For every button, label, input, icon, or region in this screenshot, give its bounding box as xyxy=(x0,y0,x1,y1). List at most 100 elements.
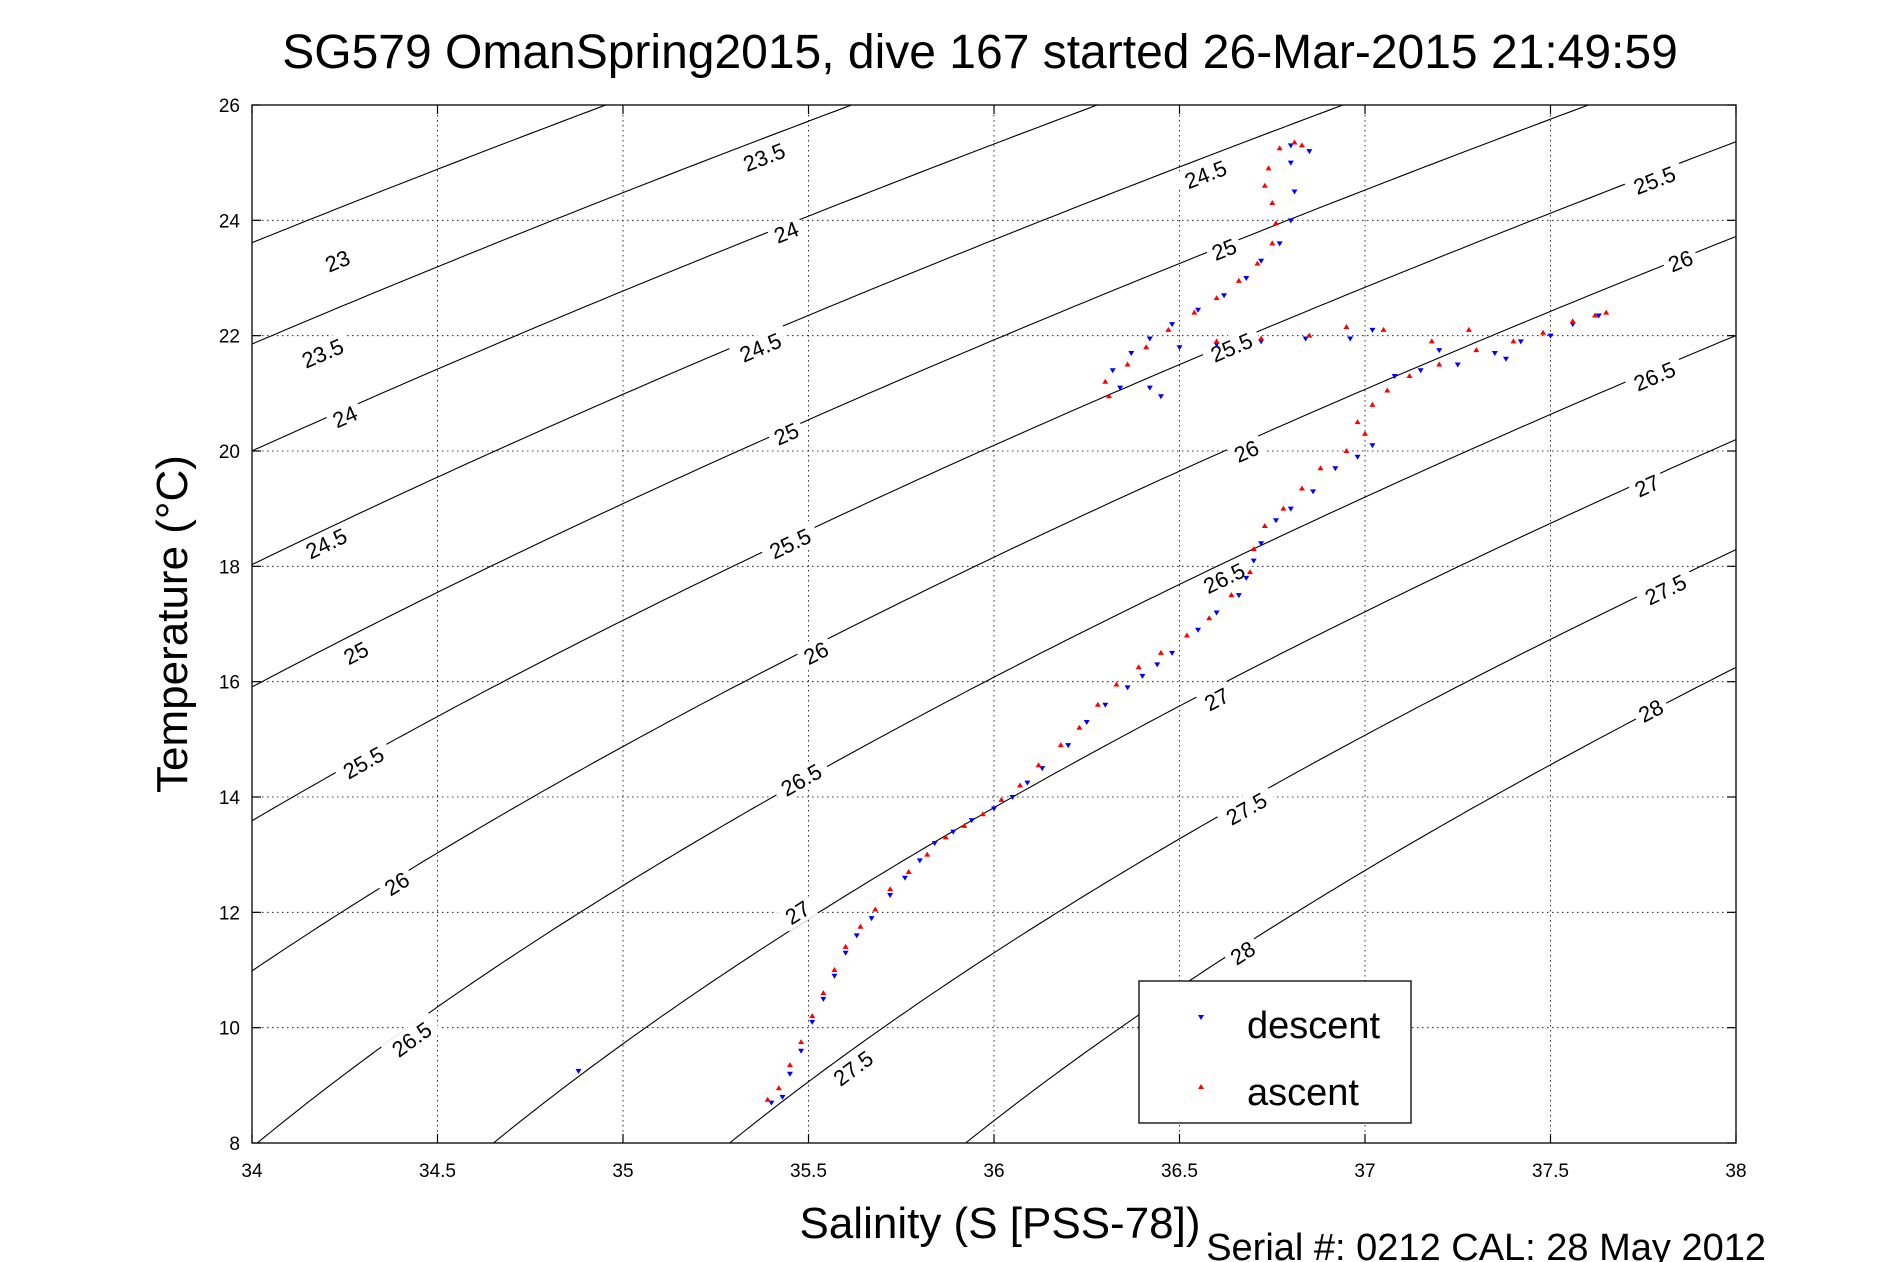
descent-point xyxy=(868,916,875,922)
ascent-point xyxy=(1569,318,1576,324)
descent-point xyxy=(1213,610,1220,616)
ascent-point xyxy=(1076,724,1083,730)
ascent-point xyxy=(1206,615,1213,621)
descent-point xyxy=(1195,307,1202,313)
legend-marker-ascent xyxy=(1198,1084,1204,1089)
contour-label-backing xyxy=(1660,243,1701,279)
x-tick-label: 38 xyxy=(1725,1161,1746,1182)
ascent-point xyxy=(1258,335,1265,341)
ascent-point xyxy=(979,811,986,817)
descent-point xyxy=(1039,766,1046,772)
ascent-point xyxy=(1057,742,1064,748)
descent-point xyxy=(887,893,894,899)
contour-label-backing xyxy=(1630,691,1672,730)
descent-point xyxy=(1276,241,1283,247)
descent-point xyxy=(1391,374,1398,380)
contour-label-backing xyxy=(822,1041,884,1095)
y-tick-label: 14 xyxy=(219,788,241,809)
descent-point xyxy=(853,933,860,939)
isopycnal-line xyxy=(252,105,854,345)
isopycnal-line xyxy=(252,105,1590,688)
contour-label: 24.5 xyxy=(728,324,792,370)
x-tick-label: 36 xyxy=(983,1161,1004,1182)
footer-caption: Serial #: 0212 CAL: 28 May 2012 xyxy=(1206,1227,1766,1262)
ascent-point xyxy=(1280,505,1287,511)
ascent-point xyxy=(1143,344,1150,350)
descent-point xyxy=(768,1100,775,1106)
ascent-point xyxy=(1272,220,1279,226)
ascent-point xyxy=(820,990,827,996)
descent-point xyxy=(1124,685,1131,691)
ascent-point xyxy=(1165,326,1172,332)
descent-point xyxy=(1128,350,1135,356)
ascent-point xyxy=(1436,361,1443,367)
descent-point xyxy=(950,829,957,835)
descent-point xyxy=(1024,780,1031,786)
ascent-point xyxy=(1276,145,1283,151)
legend-label-descent: descent xyxy=(1247,1005,1381,1047)
descent-point xyxy=(1154,662,1161,668)
ascent-point xyxy=(1354,419,1361,425)
contour-label-backing xyxy=(1626,467,1668,504)
ascent-point xyxy=(1306,332,1313,338)
ascent-point xyxy=(1428,338,1435,344)
x-tick-label: 34.5 xyxy=(419,1161,456,1182)
ascent-point xyxy=(1265,165,1272,171)
descent-point xyxy=(1243,575,1250,581)
descent-point xyxy=(1436,348,1443,354)
contour-label-backing xyxy=(1623,353,1686,399)
y-tick-label: 22 xyxy=(219,327,240,348)
series-descent xyxy=(575,143,1602,1106)
ascent-point xyxy=(1235,277,1242,283)
ascent-point xyxy=(1228,592,1235,598)
ascent-point xyxy=(1291,139,1298,145)
ascent-point xyxy=(961,822,968,828)
descent-point xyxy=(1369,443,1376,449)
contour-label: 26 xyxy=(1225,433,1267,469)
contour-label-backing xyxy=(317,243,358,279)
contour-label-backing xyxy=(1623,158,1686,202)
ascent-point xyxy=(842,943,849,949)
ascent-point xyxy=(887,886,894,892)
contour-label-backing xyxy=(765,214,807,250)
contour-label-backing xyxy=(795,634,837,672)
contour-label-backing xyxy=(1200,324,1263,370)
descent-point xyxy=(1083,720,1090,726)
isopycnal-line xyxy=(728,549,1736,1143)
contour-label-backing xyxy=(375,864,418,903)
isopycnal-line xyxy=(252,141,1736,822)
ascent-point xyxy=(1343,448,1350,453)
descent-point xyxy=(1146,336,1153,342)
descent-point xyxy=(831,973,838,979)
ascent-point xyxy=(872,906,879,912)
descent-point xyxy=(1595,313,1602,319)
x-tick-label: 37 xyxy=(1354,1161,1375,1182)
contour-label-backing xyxy=(1634,566,1697,613)
descent-point xyxy=(1302,336,1309,342)
contour-label-backing xyxy=(758,520,822,567)
ascent-point xyxy=(1246,569,1253,575)
ascent-point xyxy=(905,868,912,874)
descent-point xyxy=(1176,345,1183,351)
descent-point xyxy=(1109,368,1116,374)
descent-point xyxy=(1569,322,1576,328)
descent-point xyxy=(1347,336,1354,342)
contour-label-backing xyxy=(332,737,395,788)
contour-label-backing xyxy=(380,1012,443,1066)
contour-label-backing xyxy=(732,135,796,179)
descent-point xyxy=(786,1071,793,1077)
contour-label-backing xyxy=(1221,933,1264,972)
descent-point xyxy=(842,950,849,956)
descent-point xyxy=(798,1048,805,1054)
descent-point xyxy=(1291,189,1298,195)
ascent-point xyxy=(1261,522,1268,528)
descent-point xyxy=(1454,362,1461,368)
ascent-point xyxy=(1592,312,1599,318)
ascent-point xyxy=(1343,324,1350,330)
ascent-point xyxy=(1269,240,1276,246)
ascent-point xyxy=(831,967,838,972)
ascent-point xyxy=(1510,338,1517,344)
descent-point xyxy=(1272,518,1279,524)
y-tick-label: 24 xyxy=(219,211,241,232)
descent-point xyxy=(1117,385,1124,391)
